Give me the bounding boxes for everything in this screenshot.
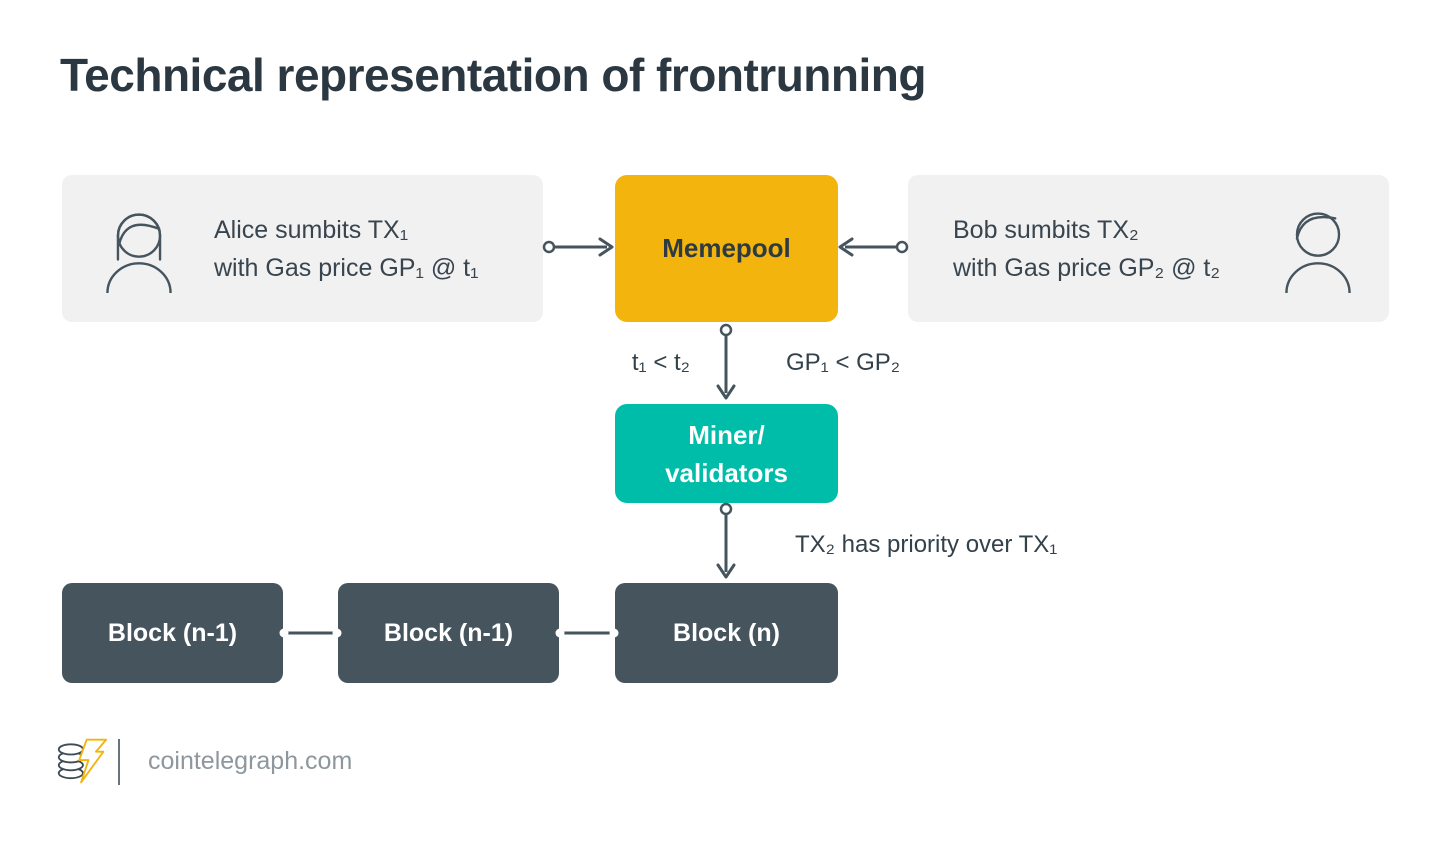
bob-panel-text: Bob sumbits TX₂ with Gas price GP₂ @ t₂: [953, 211, 1220, 287]
person-alice-icon: [100, 205, 178, 293]
bob-panel: Bob sumbits TX₂ with Gas price GP₂ @ t₂: [908, 175, 1389, 322]
block-n-1-first: Block (n-1): [62, 583, 283, 683]
footer-divider: [118, 739, 120, 785]
bob-line2: with Gas price GP₂ @ t₂: [953, 253, 1221, 282]
arrow-alice-to-memepool: [542, 237, 614, 257]
miner-label-line2: validators: [665, 457, 788, 488]
gas-condition-label: GP₁ < GP₂: [786, 349, 901, 376]
priority-label: TX₂ has priority over TX₁: [795, 531, 1058, 558]
person-bob-icon: [1279, 205, 1357, 293]
alice-panel: Alice sumbits TX₁ with Gas price GP₁ @ t…: [62, 175, 543, 322]
block-n: Block (n): [615, 583, 838, 683]
time-condition-label: t₁ < t₂: [631, 349, 690, 376]
alice-line2: with Gas price GP₁ @ t₁: [214, 253, 479, 282]
page-title: Technical representation of frontrunning: [60, 49, 926, 101]
miner-validators-box: Miner/ validators: [615, 404, 838, 503]
chain-link-2: [555, 628, 619, 638]
block-n-1-second: Block (n-1): [338, 583, 559, 683]
block-label: Block (n-1): [383, 618, 514, 647]
alice-panel-text: Alice sumbits TX₁ with Gas price GP₁ @ t…: [214, 211, 479, 287]
memepool-label: Memepool: [662, 233, 791, 263]
alice-line1: Alice sumbits TX₁: [214, 215, 409, 244]
arrow-memepool-to-miner: [716, 323, 736, 400]
block-label: Block (n): [673, 618, 780, 647]
block-label: Block (n-1): [107, 618, 238, 647]
arrow-bob-to-memepool: [838, 237, 909, 257]
miner-label-line1: Miner/: [688, 419, 765, 450]
cointelegraph-logo-icon: [56, 736, 108, 786]
arrow-miner-to-block: [716, 502, 736, 579]
bob-line1: Bob sumbits TX₂: [953, 215, 1139, 244]
footer-site-text: cointelegraph.com: [148, 747, 353, 775]
chain-link-1: [279, 628, 342, 638]
memepool-box: Memepool: [615, 175, 838, 322]
